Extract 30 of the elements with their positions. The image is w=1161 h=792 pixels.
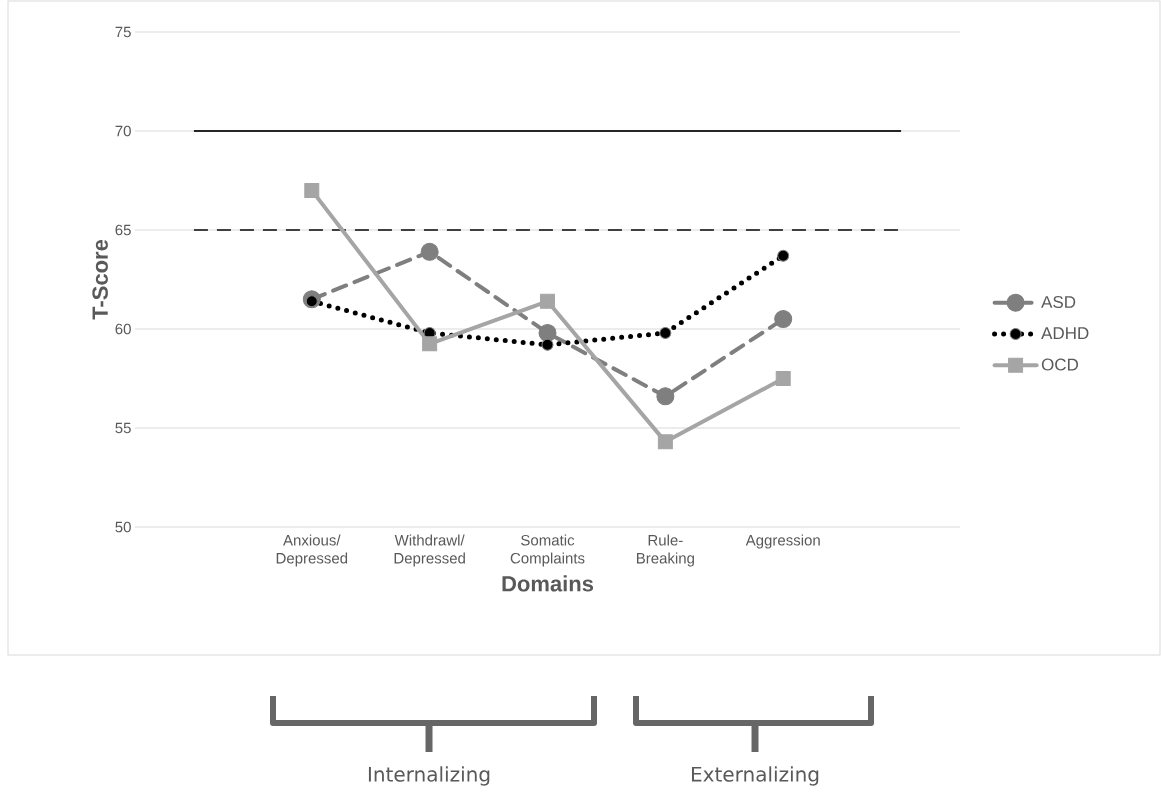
text: Internalizing — [368, 766, 490, 786]
legend-label: OCD — [1041, 358, 1079, 371]
y-axis-title: T-Score — [92, 239, 108, 320]
x-tick-label: Somatic Complaints — [510, 534, 585, 567]
point — [540, 293, 555, 309]
point — [422, 336, 438, 352]
legend-label: ADHD — [1041, 327, 1089, 340]
point — [777, 249, 790, 262]
legend-label: ASD — [1041, 295, 1076, 309]
x-tick-label: Aggression — [745, 534, 820, 549]
x-tick-label: Rule-Breaking — [636, 534, 694, 567]
y-tick-label: 75 — [115, 26, 131, 38]
point — [538, 323, 557, 342]
text: Externalizing — [691, 766, 819, 786]
y-tick-label: 60 — [115, 323, 131, 335]
y-tick-label: 55 — [115, 422, 131, 434]
point — [657, 434, 673, 450]
point — [775, 370, 791, 386]
y-tick-label: 70 — [115, 125, 131, 137]
x-tick-label: Anxious/ Depressed — [276, 534, 348, 567]
point — [659, 326, 672, 339]
point — [774, 310, 793, 329]
point — [541, 338, 554, 351]
x-tick-label: Withdrawl/ Depressed — [394, 534, 465, 567]
point — [420, 242, 439, 261]
y-tick-label: 65 — [115, 224, 131, 236]
y-tick-label: 50 — [115, 521, 131, 533]
point — [304, 182, 320, 198]
x-axis-title: Domains — [502, 575, 594, 592]
point — [656, 387, 675, 406]
